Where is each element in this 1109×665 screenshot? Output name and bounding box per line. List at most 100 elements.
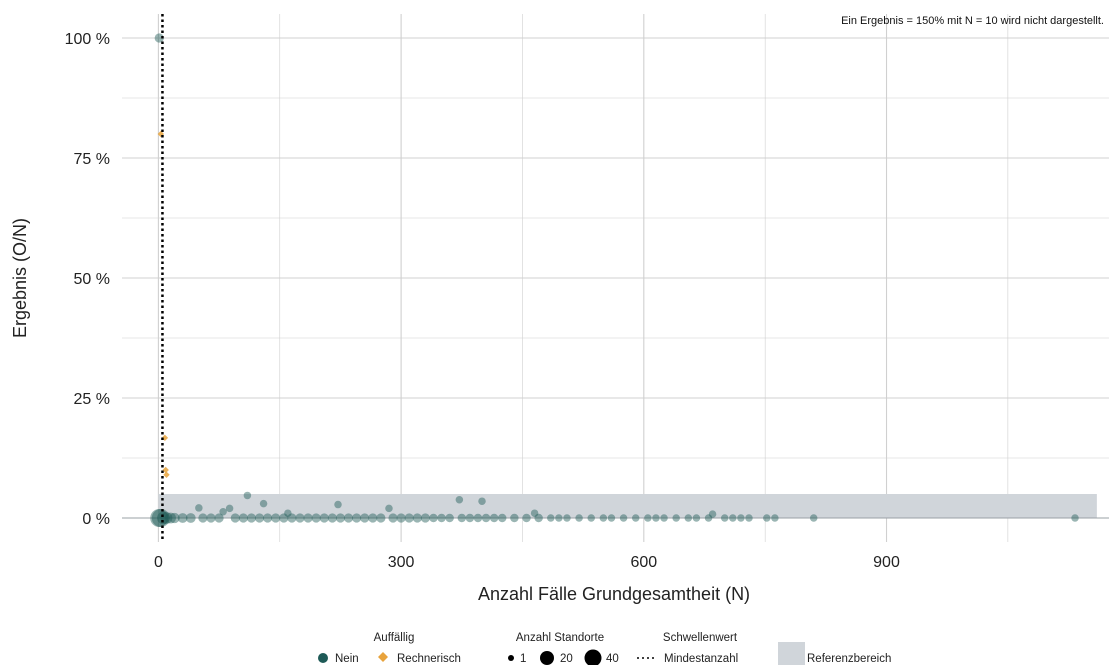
legend-size-20-label: 20 (560, 653, 573, 665)
point-nein (165, 512, 176, 524)
y-tick-label: 75 % (74, 151, 110, 168)
point-nein (619, 514, 628, 522)
point-nein (489, 513, 499, 523)
point-rechnerisch (161, 434, 169, 442)
point-nein (198, 513, 208, 523)
point-nein (652, 514, 660, 522)
legend-title-standorte: Anzahl Standorte (516, 632, 604, 644)
point-nein (279, 513, 289, 523)
y-tick-label: 0 % (82, 511, 110, 528)
point-nein (219, 508, 227, 516)
point-nein (214, 513, 224, 523)
legend-label-rechnerisch: Rechnerisch (397, 653, 461, 665)
data-points (150, 33, 1079, 527)
point-nein (522, 513, 531, 523)
point-nein (195, 504, 203, 512)
point-nein (547, 514, 555, 522)
legend-referenz: Referenzbereich (778, 642, 891, 665)
legend-size-1-marker (508, 655, 514, 661)
legend-title-schwellenwert: Schwellenwert (663, 632, 738, 644)
point-nein (157, 511, 170, 525)
x-tick-label: 600 (630, 554, 657, 571)
point-nein (169, 512, 180, 524)
point-nein (206, 513, 216, 523)
point-nein (259, 499, 268, 508)
point-nein (445, 513, 454, 523)
point-nein (254, 513, 265, 523)
point-nein (238, 513, 248, 523)
legend-nein-marker (318, 653, 328, 663)
point-nein (376, 513, 386, 523)
point-nein (335, 513, 346, 523)
point-nein (284, 509, 292, 517)
point-nein (246, 513, 257, 523)
point-nein (457, 513, 467, 523)
point-nein (177, 513, 188, 523)
legend-schwellenwert: Schwellenwert Mindestanzahl (637, 632, 738, 665)
point-nein (704, 514, 713, 522)
x-tick-label: 900 (873, 554, 900, 571)
point-nein (809, 514, 818, 522)
point-nein (1071, 514, 1079, 522)
point-nein (243, 491, 252, 500)
point-nein (587, 514, 595, 522)
point-nein (368, 513, 378, 523)
y-tick-label: 25 % (74, 391, 110, 408)
legend-size-40-label: 40 (606, 653, 619, 665)
legend-label-mindestanzahl: Mindestanzahl (664, 653, 738, 665)
y-axis-title: Ergebnis (O/N) (10, 218, 30, 338)
x-tick-label: 0 (154, 554, 163, 571)
point-nein (465, 513, 475, 523)
point-nein (575, 514, 583, 522)
legend-size-40-marker (584, 649, 602, 665)
point-nein (708, 510, 717, 518)
point-nein (481, 513, 491, 523)
point-nein (478, 497, 486, 505)
point-nein (352, 513, 362, 523)
point-nein (420, 513, 430, 523)
point-nein (385, 504, 393, 513)
point-nein (437, 513, 446, 523)
point-nein (429, 513, 438, 523)
point-nein (745, 514, 753, 522)
point-nein (672, 514, 680, 522)
legend-size-20-marker (540, 651, 554, 665)
point-nein (287, 513, 297, 523)
point-nein (692, 514, 701, 522)
point-nein (295, 513, 305, 523)
point-nein (555, 514, 563, 522)
point-nein (334, 500, 342, 509)
reference-range-band (158, 494, 1097, 518)
legend-label-referenzbereich: Referenzbereich (807, 653, 891, 665)
point-nein (150, 509, 169, 527)
y-tick-label: 100 % (65, 31, 110, 48)
point-nein (771, 514, 779, 522)
point-nein (327, 513, 337, 523)
point-nein (763, 514, 771, 522)
point-nein (563, 514, 571, 522)
point-nein (151, 509, 170, 527)
point-nein (660, 514, 668, 522)
point-nein (230, 513, 240, 523)
point-nein (455, 496, 464, 504)
point-nein (607, 514, 616, 522)
point-nein (319, 513, 329, 523)
point-nein (225, 504, 234, 513)
point-nein (631, 514, 640, 522)
legend-size-1-label: 1 (520, 653, 526, 665)
point-nein (510, 513, 519, 523)
point-nein (388, 513, 398, 523)
point-nein (311, 513, 321, 523)
point-nein (360, 513, 370, 523)
y-tick-label: 50 % (74, 271, 110, 288)
point-nein (473, 513, 483, 523)
point-nein (534, 513, 543, 523)
x-tick-label: 300 (388, 554, 415, 571)
point-nein (530, 509, 539, 517)
legend-title-auffaellig: Auffällig (374, 632, 415, 644)
x-axis-title: Anzahl Fälle Grundgesamtheit (N) (478, 584, 750, 604)
point-nein (263, 513, 273, 523)
point-nein (412, 513, 422, 523)
point-nein (737, 514, 745, 522)
